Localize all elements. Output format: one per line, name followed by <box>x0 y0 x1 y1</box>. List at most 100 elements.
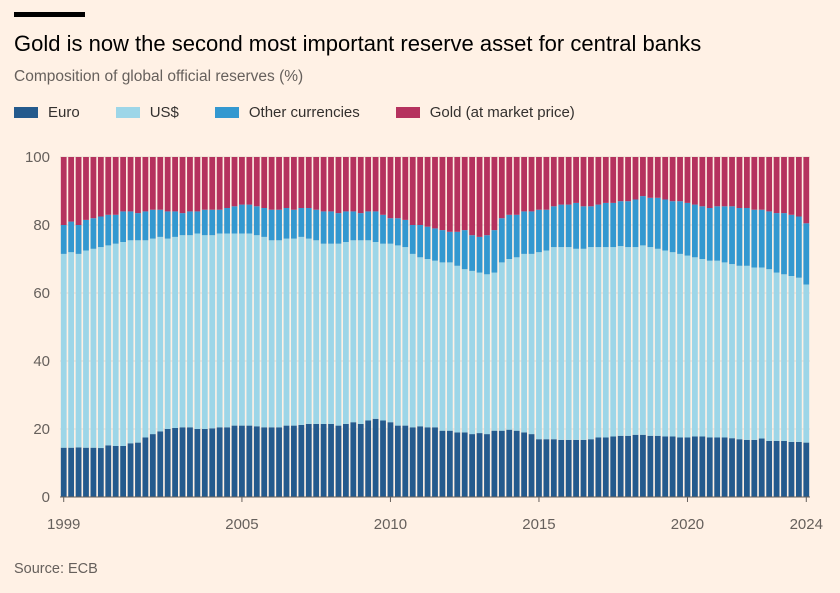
bar-segment-euro <box>729 438 735 497</box>
bar-segment-euro <box>135 442 141 497</box>
bar-segment-gold-at-market-price <box>766 157 773 212</box>
bar-segment-other-currencies <box>305 208 312 239</box>
bar-segment-euro <box>669 436 676 497</box>
bar-segment-other-currencies <box>773 213 780 273</box>
bar-segment-euro <box>803 442 810 497</box>
bar-segment-gold-at-market-price <box>580 157 587 207</box>
bar-segment-gold-at-market-price <box>632 157 639 200</box>
bar-segment-euro <box>365 420 372 497</box>
bar-segment-us <box>536 252 542 440</box>
bar-segment-gold-at-market-price <box>788 157 795 215</box>
bar-segment-other-currencies <box>372 211 379 242</box>
bar-segment-euro <box>105 445 112 497</box>
bar-segment-euro <box>461 432 468 497</box>
bar-segment-gold-at-market-price <box>231 157 238 207</box>
bar-segment-euro <box>625 435 631 497</box>
bar-segment-us <box>342 242 349 424</box>
bar-segment-other-currencies <box>365 211 372 241</box>
bar-segment-euro <box>654 435 661 497</box>
bar-segment-other-currencies <box>417 225 424 258</box>
bar-segment-other-currencies <box>402 219 409 248</box>
bar-segment-other-currencies <box>394 218 401 246</box>
bar-segment-us <box>157 236 164 432</box>
bar-segment-gold-at-market-price <box>105 157 112 215</box>
bar-segment-euro <box>276 427 282 497</box>
bar-segment-other-currencies <box>253 206 260 236</box>
bar-segment-euro <box>454 432 461 497</box>
bar-segment-us <box>83 250 89 448</box>
bar-segment-gold-at-market-price <box>60 157 67 225</box>
bar-segment-euro <box>766 440 773 497</box>
bar-segment-us <box>224 233 230 428</box>
bar-segment-gold-at-market-price <box>224 157 230 208</box>
bar-segment-other-currencies <box>469 235 476 271</box>
bar-segment-euro <box>588 439 594 497</box>
bar-segment-us <box>179 235 186 428</box>
bar-segment-us <box>743 265 750 440</box>
bar-segment-gold-at-market-price <box>454 157 461 232</box>
bar-segment-euro <box>536 439 542 497</box>
bar-segment-euro <box>439 430 446 497</box>
bar-segment-gold-at-market-price <box>149 157 156 210</box>
bar-segment-euro <box>157 431 164 497</box>
bar-segment-us <box>149 238 156 435</box>
bar-segment-us <box>394 245 401 426</box>
bar-segment-gold-at-market-price <box>239 157 245 205</box>
bar-segment-other-currencies <box>729 206 735 265</box>
bar-segment-gold-at-market-price <box>432 157 438 229</box>
bar-segment-euro <box>506 429 513 497</box>
bar-segment-gold-at-market-price <box>394 157 401 219</box>
bar-segment-us <box>387 243 394 423</box>
bar-segment-gold-at-market-price <box>669 157 676 202</box>
bar-segment-gold-at-market-price <box>439 157 446 231</box>
bar-segment-other-currencies <box>706 208 713 261</box>
bar-segment-gold-at-market-price <box>283 157 290 208</box>
bar-segment-other-currencies <box>209 209 216 236</box>
bar-segment-us <box>172 236 178 428</box>
bar-segment-us <box>729 264 735 439</box>
bar-segment-gold-at-market-price <box>781 157 787 214</box>
bar-segment-euro <box>320 423 327 497</box>
bar-segment-gold-at-market-price <box>588 157 594 207</box>
bar-segment-euro <box>209 428 216 497</box>
bar-segment-us <box>164 238 171 429</box>
bar-segment-other-currencies <box>484 235 490 275</box>
bar-segment-other-currencies <box>187 211 193 236</box>
bar-segment-euro <box>142 437 149 497</box>
bar-segment-euro <box>617 435 624 497</box>
bar-segment-euro <box>68 447 75 497</box>
bar-segment-euro <box>305 423 312 497</box>
bar-segment-other-currencies <box>75 225 82 254</box>
bar-segment-euro <box>409 427 416 497</box>
brand-bar <box>14 12 85 17</box>
bar-segment-other-currencies <box>216 209 223 234</box>
bar-segment-euro <box>781 440 787 497</box>
bar-segment-gold-at-market-price <box>446 157 453 232</box>
bar-segment-other-currencies <box>654 197 661 249</box>
bar-segment-other-currencies <box>640 196 646 246</box>
bar-segment-euro <box>224 427 230 497</box>
bar-segment-euro <box>498 430 505 497</box>
bar-segment-other-currencies <box>699 206 706 259</box>
bar-segment-euro <box>795 441 802 497</box>
bar-segment-gold-at-market-price <box>112 157 119 215</box>
bar-segment-other-currencies <box>573 202 579 249</box>
bar-segment-euro <box>417 426 424 497</box>
bar-segment-us <box>357 240 364 424</box>
bar-segment-euro <box>751 439 758 497</box>
bar-segment-other-currencies <box>68 221 75 253</box>
bar-segment-other-currencies <box>513 214 520 258</box>
bar-segment-euro <box>187 427 193 497</box>
bar-segment-euro <box>580 439 587 497</box>
bar-segment-other-currencies <box>328 211 334 244</box>
bar-segment-gold-at-market-price <box>647 157 654 198</box>
bar-segment-gold-at-market-price <box>424 157 431 227</box>
bar-segment-other-currencies <box>602 202 609 248</box>
bar-segment-us <box>550 247 557 440</box>
bar-segment-us <box>521 253 528 433</box>
bar-segment-euro <box>283 425 290 497</box>
bar-segment-gold-at-market-price <box>654 157 661 198</box>
bar-segment-other-currencies <box>662 199 669 251</box>
bar-segment-us <box>268 240 275 428</box>
bar-segment-other-currencies <box>558 204 565 248</box>
